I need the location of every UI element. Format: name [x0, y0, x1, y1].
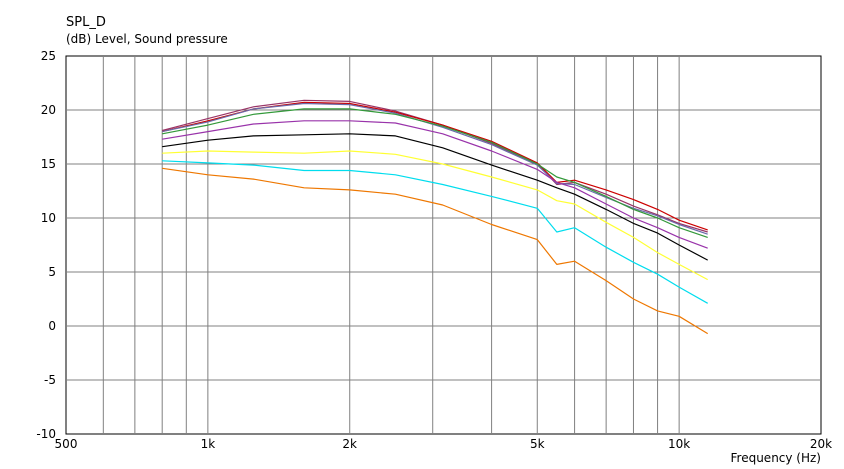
x-tick-label: 2k [342, 437, 357, 451]
x-tick-label: 20k [810, 437, 832, 451]
x-tick-label: 500 [55, 437, 78, 451]
y-tick-labels: 25 20 15 10 5 0 -5 -10 [36, 49, 56, 441]
chart-title: SPL_D [66, 15, 106, 30]
series-line-4 [162, 108, 708, 238]
y-tick-label: 25 [41, 49, 56, 63]
x-axis-label: Frequency (Hz) [731, 451, 822, 465]
plot-area [65, 55, 822, 435]
chart-subtitle: (dB) Level, Sound pressure [66, 32, 228, 46]
series-line-7 [162, 150, 708, 281]
y-tick-label: 20 [41, 103, 56, 117]
y-tick-label: -5 [44, 373, 56, 387]
series-lines [162, 99, 709, 335]
x-tick-label: 10k [668, 437, 690, 451]
x-tick-label: 1k [201, 437, 216, 451]
y-tick-label: 15 [41, 157, 56, 171]
series-line-5 [162, 120, 708, 249]
x-tick-labels: 500 1k 2k 5k 10k 20k [55, 437, 833, 451]
y-tick-label: 10 [41, 211, 56, 225]
series-line-3 [162, 102, 708, 235]
series-line-8 [162, 160, 708, 304]
series-line-9 [162, 167, 709, 335]
y-tick-label: 5 [48, 265, 56, 279]
y-tick-label: 0 [48, 319, 56, 333]
y-tick-label: -10 [36, 427, 56, 441]
x-tick-label: 5k [530, 437, 545, 451]
series-line-6 [162, 133, 708, 261]
